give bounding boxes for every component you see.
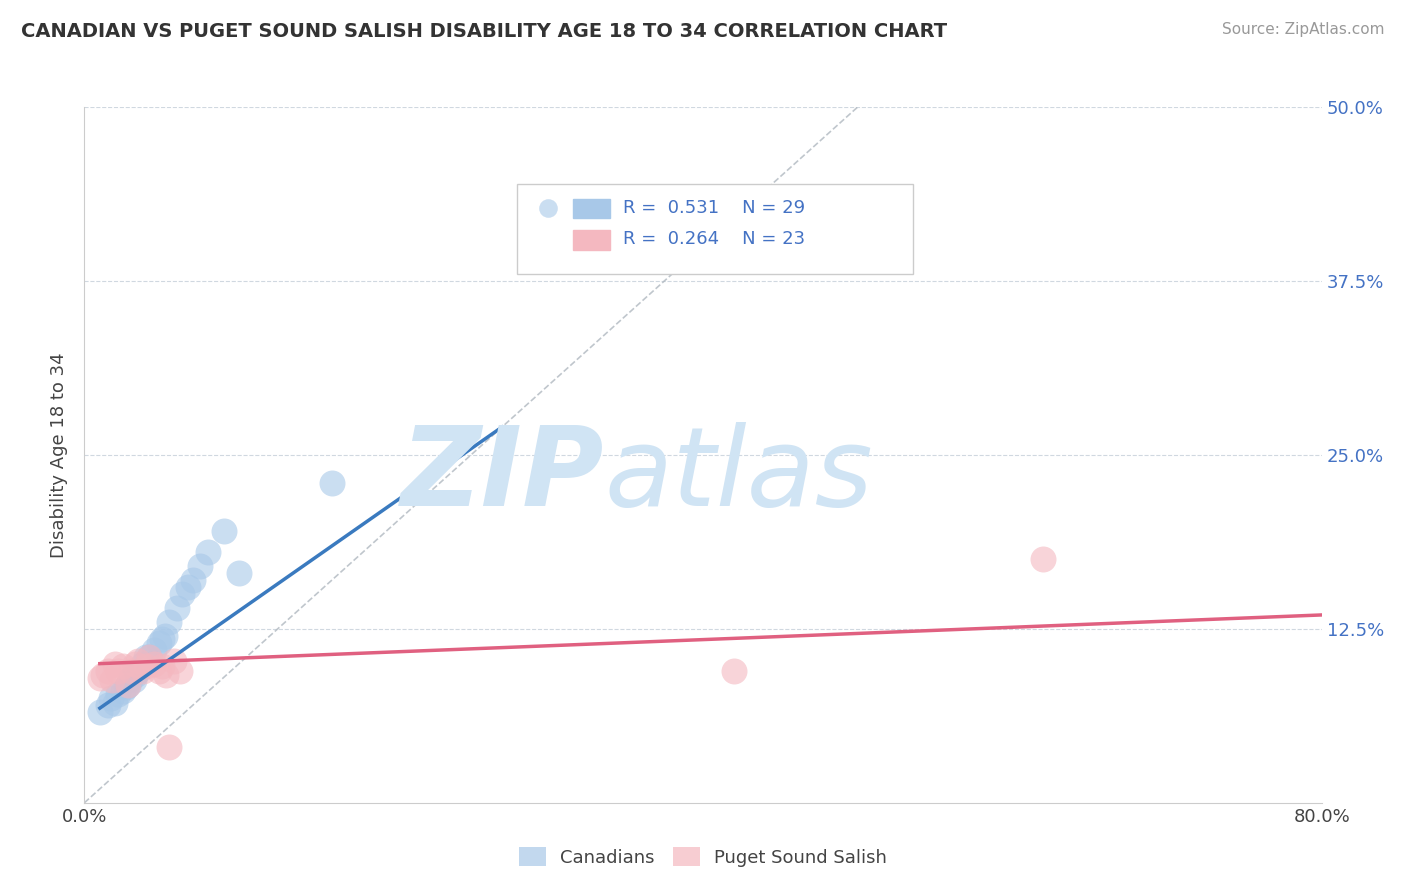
Point	[112, 659, 135, 673]
Point	[135, 649, 157, 664]
Point	[107, 664, 129, 678]
Text: R =  0.531    N = 29: R = 0.531 N = 29	[623, 199, 804, 217]
Point	[148, 636, 170, 650]
Bar	[574, 199, 610, 219]
Point	[124, 657, 146, 671]
Text: atlas: atlas	[605, 422, 873, 529]
Point	[104, 696, 127, 710]
Point	[197, 545, 219, 559]
Point	[112, 684, 135, 698]
Point	[124, 667, 146, 681]
Point	[170, 587, 193, 601]
Point	[120, 671, 142, 685]
Text: Source: ZipAtlas.com: Source: ZipAtlas.com	[1222, 22, 1385, 37]
Point	[159, 615, 181, 629]
Point	[100, 691, 122, 706]
Point	[321, 475, 343, 490]
Y-axis label: Disability Age 18 to 34: Disability Age 18 to 34	[51, 352, 69, 558]
Point	[104, 657, 127, 671]
Point	[150, 659, 173, 673]
Point	[89, 671, 111, 685]
Point	[107, 687, 129, 701]
Point	[155, 667, 177, 681]
Point	[181, 573, 204, 587]
Text: CANADIAN VS PUGET SOUND SALISH DISABILITY AGE 18 TO 34 CORRELATION CHART: CANADIAN VS PUGET SOUND SALISH DISABILIT…	[21, 22, 948, 41]
Point	[115, 681, 138, 695]
Point	[143, 642, 166, 657]
Point	[97, 664, 120, 678]
Point	[138, 649, 160, 664]
Point	[117, 677, 139, 691]
Point	[128, 664, 150, 678]
Legend: Canadians, Puget Sound Salish: Canadians, Puget Sound Salish	[512, 840, 894, 874]
Point	[135, 659, 157, 673]
Point	[97, 698, 120, 713]
Point	[188, 559, 212, 574]
Point	[101, 673, 124, 688]
Point	[169, 664, 191, 678]
Point	[128, 654, 150, 668]
Point	[143, 657, 166, 671]
Point	[177, 580, 200, 594]
Point	[132, 664, 155, 678]
Point	[150, 632, 173, 646]
Point	[89, 706, 111, 720]
Point	[153, 629, 176, 643]
FancyBboxPatch shape	[517, 184, 914, 274]
Point	[1032, 552, 1054, 566]
Point	[91, 667, 114, 681]
Point	[132, 657, 155, 671]
Point	[122, 673, 145, 688]
Point	[159, 740, 181, 755]
Text: R =  0.264    N = 23: R = 0.264 N = 23	[623, 230, 804, 248]
Text: ZIP: ZIP	[401, 422, 605, 529]
Point	[166, 601, 188, 615]
Point	[163, 654, 186, 668]
Point	[120, 664, 142, 678]
Point	[228, 566, 250, 581]
Point	[138, 649, 160, 664]
Point	[212, 524, 235, 539]
Point	[117, 677, 139, 691]
Point	[148, 664, 170, 678]
Bar	[574, 230, 610, 250]
Point	[723, 664, 745, 678]
